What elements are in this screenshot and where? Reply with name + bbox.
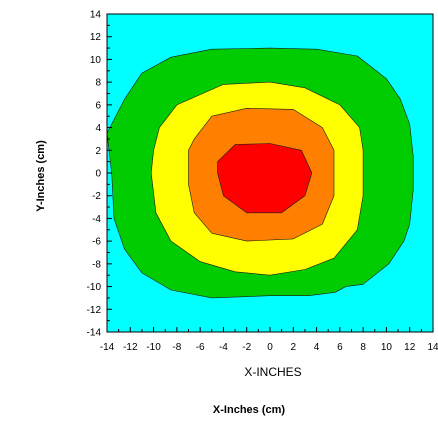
y-tick-label: -4 (92, 214, 101, 225)
y-axis-title: Y-Inches (cm) (35, 140, 47, 212)
x-tick-label: 2 (291, 342, 297, 353)
x-tick-label: 10 (381, 342, 393, 353)
y-tick-label: 4 (95, 123, 101, 134)
x-tick-label: 6 (337, 342, 343, 353)
x-tick-label: 8 (360, 342, 366, 353)
x-tick-label: -2 (242, 342, 251, 353)
y-tick-label: -10 (87, 282, 102, 293)
contour-levels (106, 47, 414, 299)
x-tick-label: 4 (314, 342, 320, 353)
outer-x-axis-title: X-Inches (cm) (213, 404, 285, 416)
x-tick-label: -4 (219, 342, 228, 353)
y-tick-label: -14 (87, 328, 102, 339)
x-tick-label: 12 (404, 342, 416, 353)
y-tick-label: 8 (95, 78, 101, 89)
x-tick-label: 14 (427, 342, 438, 353)
x-tick-label: -14 (100, 342, 115, 353)
y-tick-label: 0 (95, 169, 101, 180)
y-tick-label: 14 (90, 10, 102, 21)
x-tick-label: -8 (172, 342, 181, 353)
x-axis-title: X-INCHES (244, 365, 301, 379)
x-tick-label: 0 (267, 342, 273, 353)
y-tick-label: -12 (87, 305, 102, 316)
x-tick-label: -12 (123, 342, 138, 353)
y-tick-label: 2 (95, 146, 101, 157)
y-tick-label: 12 (90, 32, 102, 43)
y-tick-label: 6 (95, 100, 101, 111)
y-tick-label: -2 (92, 191, 101, 202)
y-axis-ticks: -14 -12 -10 -8 -6 -4 -2 0 2 4 6 8 10 12 14 (87, 10, 112, 339)
x-axis-ticks: -14 -12 -10 -8 -6 -4 -2 0 2 4 6 8 10 12 14 (100, 327, 438, 353)
x-tick-label: -6 (196, 342, 205, 353)
y-tick-label: 10 (90, 55, 102, 66)
y-tick-label: -8 (92, 259, 101, 270)
y-tick-label: -6 (92, 237, 101, 248)
contour-level-4 (217, 143, 313, 214)
x-tick-label: -10 (146, 342, 161, 353)
